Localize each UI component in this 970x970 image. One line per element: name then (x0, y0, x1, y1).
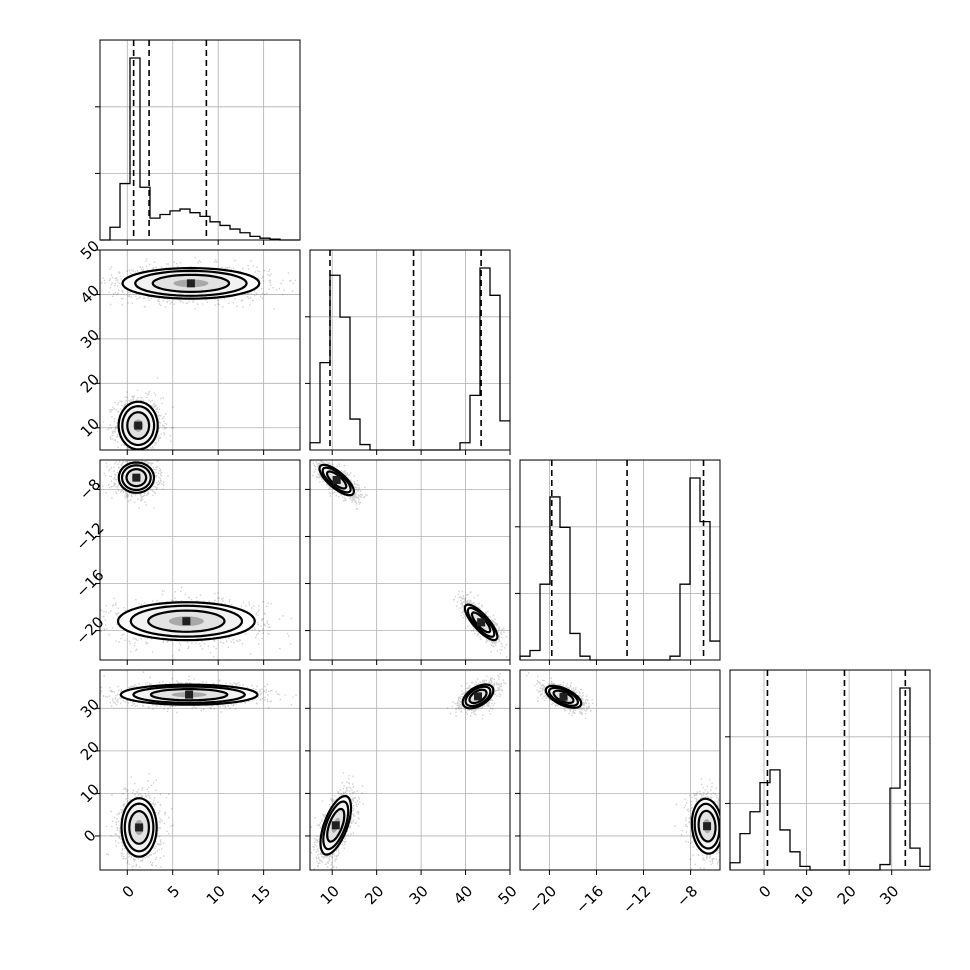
panel-frame (309, 459, 511, 661)
x-tick-label: 10 (317, 882, 343, 908)
density-peak (331, 821, 340, 830)
density-panel (100, 257, 297, 450)
density-panel (310, 460, 508, 658)
density-cluster (105, 773, 174, 870)
x-tick-label: 5 (164, 882, 183, 901)
density-peak (474, 692, 482, 701)
histogram-panel-3 (515, 459, 721, 665)
x-tick-label: 15 (248, 882, 274, 908)
density-cluster (674, 778, 720, 870)
x-tick-label: 20 (361, 882, 387, 908)
density-panel-3-2 (305, 459, 511, 665)
density-cluster (102, 377, 174, 450)
y-tick-label: 10 (77, 415, 103, 441)
y-tick-label: 40 (77, 281, 103, 307)
histogram-panel-2 (305, 249, 511, 455)
x-tick-label: 10 (791, 882, 817, 908)
x-tick-label: 40 (450, 882, 476, 908)
density-panel (310, 673, 507, 870)
density-cluster (102, 460, 169, 509)
density-cluster (310, 460, 368, 510)
density-peak (135, 823, 144, 832)
panel-frame (99, 249, 301, 451)
density-cluster (446, 673, 507, 720)
density-cluster (310, 772, 364, 870)
density-peak (332, 476, 341, 484)
histogram-panel-1 (95, 39, 301, 245)
panel-background (520, 670, 720, 870)
x-tick-label: 0 (119, 882, 138, 901)
density-peak (186, 279, 195, 288)
x-tick-label: 30 (876, 882, 902, 908)
density-peak (182, 617, 191, 626)
density-panel (526, 672, 720, 870)
density-panel-3-1: −20−16−12−8 (72, 459, 301, 665)
density-peak (477, 618, 486, 627)
panel-background (730, 670, 930, 870)
density-panel-4-2: 10 20 30 40 50 (305, 669, 521, 908)
y-tick-label: 30 (77, 695, 103, 721)
density-panel-2-1: 10 20 30 40 50 (77, 237, 301, 455)
density-cluster (453, 590, 508, 658)
x-tick-label: 30 (406, 882, 432, 908)
density-cluster (100, 257, 297, 310)
panel-frame (729, 669, 931, 871)
density-peak (703, 822, 712, 831)
panel-background (520, 460, 720, 660)
x-tick-label: −16 (572, 882, 607, 917)
x-tick-label: −8 (673, 882, 701, 910)
histogram-1 (100, 57, 300, 241)
density-peak (559, 692, 568, 701)
panel-frame (519, 459, 721, 661)
density-peak (185, 690, 194, 699)
x-tick-label: 50 (495, 882, 521, 908)
density-panel (100, 460, 292, 660)
density-panel-4-3: −20 −16 −12 −8 (515, 669, 721, 917)
density-peak (132, 473, 141, 482)
y-tick-label: 10 (77, 780, 103, 806)
density-panel (100, 671, 300, 870)
y-tick-label: 20 (77, 738, 103, 764)
x-tick-label: −12 (619, 882, 654, 917)
density-peak (134, 421, 143, 430)
x-tick-label: −20 (525, 882, 560, 917)
histogram-panel-4: 0 10 20 30 (725, 669, 931, 908)
y-tick-label: 50 (77, 237, 103, 263)
density-cluster (526, 672, 594, 719)
panel-frame (99, 669, 301, 871)
density-cluster (100, 671, 300, 714)
panel-background (310, 250, 510, 450)
panel-frame (99, 459, 301, 661)
panel-frame (309, 669, 511, 871)
y-tick-label: 20 (77, 370, 103, 396)
x-tick-label: 20 (834, 882, 860, 908)
x-tick-label: 10 (203, 882, 229, 908)
panel-frame (309, 249, 511, 451)
panel-frame (519, 669, 721, 871)
density-cluster (100, 586, 292, 660)
y-tick-label: 30 (77, 326, 103, 352)
panel-frame (99, 39, 301, 241)
x-tick-label: 0 (755, 882, 774, 901)
